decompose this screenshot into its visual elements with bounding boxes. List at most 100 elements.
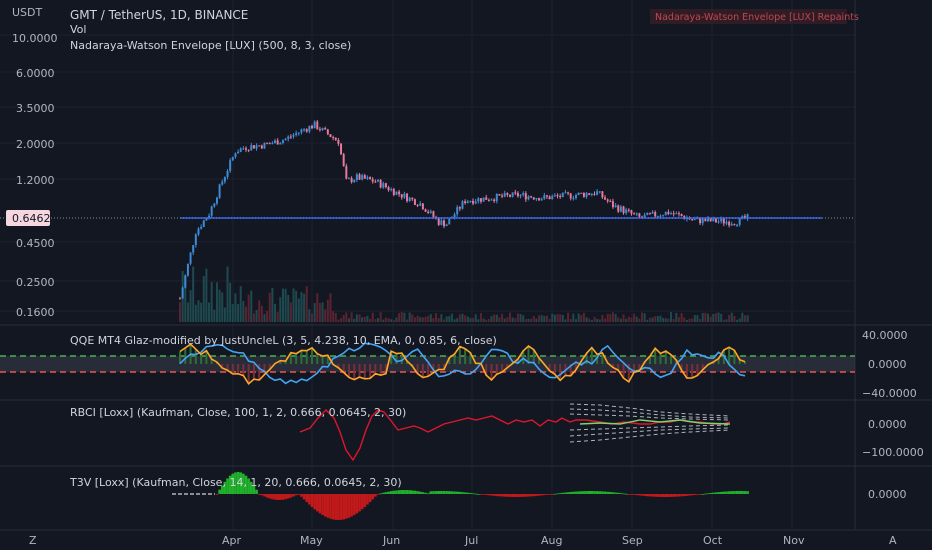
t3v-bar [313, 494, 316, 510]
candle-body [329, 134, 332, 138]
candle-body [443, 220, 445, 227]
volume-bar [337, 319, 340, 322]
indicator-axes[interactable]: 40.0000 0.0000 −40.0000 0.0000 −100.0000… [862, 329, 924, 501]
volume-bar [717, 312, 720, 322]
volume-legend[interactable]: Vol [70, 23, 86, 36]
qqe-hist-bar [617, 364, 620, 371]
rbci-title[interactable]: RBCI [Loxx] (Kaufman, Close, 100, 1, 2, … [70, 406, 406, 419]
candle-body [221, 181, 224, 185]
volume-bar [208, 302, 211, 322]
qqe-hist-bar [701, 364, 704, 370]
t3v-bar [292, 494, 295, 497]
t3v-bar [561, 492, 565, 494]
volume-bar [458, 314, 461, 322]
t3v-title[interactable]: T3V [Loxx] (Kaufman, Close, 14, 1, 20, 0… [69, 476, 402, 489]
indicator-legend[interactable]: Nadaraya-Watson Envelope [LUX] (500, 8, … [70, 39, 351, 52]
candle-body [179, 298, 181, 300]
t3v-bar [595, 491, 599, 494]
t3v-bar [455, 491, 459, 494]
candle-body [461, 201, 464, 209]
candle-body [305, 129, 308, 132]
candle-body [318, 129, 321, 131]
t3v-bar [661, 494, 665, 497]
candle-body [403, 193, 406, 198]
t3v-bar [379, 493, 382, 495]
t3v-bar [471, 493, 475, 495]
t3v-bar [601, 491, 604, 494]
auto-scale-icon[interactable]: A [889, 534, 897, 547]
t3v-bar [598, 491, 602, 494]
t3v-bar [392, 490, 396, 494]
t3v-bar [579, 491, 583, 494]
t3v-bar [653, 494, 657, 497]
t3v-bar [690, 494, 694, 496]
volume-bar [625, 318, 628, 322]
volume-bar [614, 313, 617, 322]
t3v-bar [418, 491, 422, 494]
volume-bar [292, 288, 295, 322]
symbol-title[interactable]: GMT / TetherUS, 1D, BINANCE [70, 8, 248, 22]
candle-body [522, 193, 525, 195]
qqe-hist-bar [210, 359, 213, 364]
t3v-bar [603, 491, 607, 494]
volume-bar [672, 319, 675, 322]
qqe-hist-bar [221, 364, 224, 369]
volume-bar [450, 313, 453, 322]
t3v-bar [675, 494, 678, 497]
t3v-bar [482, 494, 485, 495]
price-tick: 0.2500 [16, 276, 55, 289]
price-axis[interactable]: USDT 10.0000 6.0000 3.5000 2.0000 1.2000… [6, 6, 58, 319]
candle-body [350, 178, 353, 183]
candle-body [519, 194, 522, 197]
candle-body [324, 128, 327, 130]
t3v-bar [741, 491, 744, 494]
qqe-title[interactable]: QQE MT4 Glaz-modified by JustUncleL (3, … [70, 334, 497, 347]
volume-bar [656, 316, 659, 322]
volume-bar [641, 312, 643, 322]
volume-bar [237, 303, 240, 322]
t3v-bar [717, 492, 720, 494]
t3v-bar [437, 491, 441, 494]
candle-body [361, 175, 364, 180]
volume-bar [675, 312, 678, 322]
volume-bar [258, 300, 261, 322]
qqe-hist-bar [179, 351, 181, 364]
t3v-bar [421, 492, 425, 494]
candle-body [218, 184, 221, 198]
volume-bar [469, 318, 472, 322]
qqe-hist-bar [295, 353, 298, 364]
t3v-bar [640, 494, 644, 496]
t3v-tick: 0.0000 [868, 488, 907, 501]
t3v-bar [387, 491, 390, 494]
volume-bar [213, 309, 216, 322]
volume-bar [619, 318, 622, 322]
candle-body [691, 219, 694, 221]
qqe-hist-bar [326, 355, 329, 364]
time-axis[interactable]: Apr May Jun Jul Aug Sep Oct Nov [222, 534, 805, 547]
repaint-badge-bg [650, 9, 847, 24]
t3v-bar [490, 494, 493, 496]
candle-body [313, 121, 316, 129]
t3v-bar [279, 494, 282, 500]
t3v-bar [524, 494, 528, 497]
t3v-bar [587, 491, 591, 494]
candle-body [276, 140, 279, 145]
volume-bar [413, 317, 416, 322]
t3v-bar [611, 492, 615, 494]
qqe-hist-bar [501, 364, 504, 373]
volume-bar [611, 312, 614, 322]
candle-body [527, 196, 530, 200]
candle-body [469, 200, 472, 202]
currency-label: USDT [12, 6, 43, 19]
t3v-bar [347, 494, 351, 518]
candle-body [353, 180, 356, 183]
candle-body [672, 213, 675, 215]
t3v-bar [680, 494, 683, 497]
qqe-hist-bar [675, 360, 678, 364]
last-price-value: 0.6462 [12, 212, 51, 225]
timezone-icon[interactable]: Z [29, 534, 37, 547]
volume-bar [260, 305, 263, 322]
candle-body [337, 139, 340, 144]
candle-body [651, 212, 654, 214]
